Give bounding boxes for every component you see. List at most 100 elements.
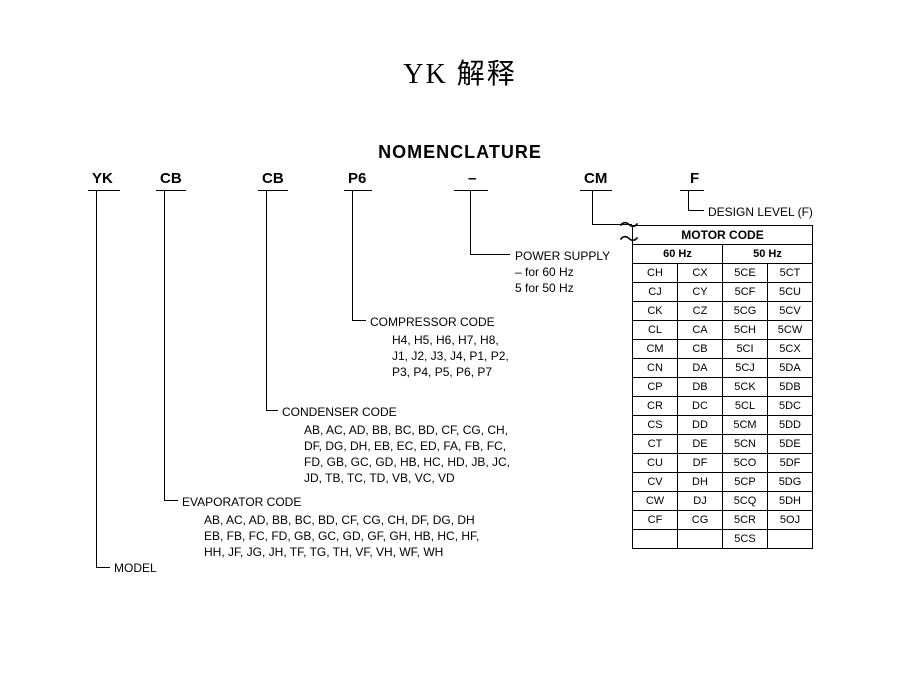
motor-cell (768, 530, 813, 549)
motor-cell: CA (678, 321, 723, 340)
code-drop-compressor (352, 190, 354, 320)
motor-cell: 5DB (768, 378, 813, 397)
model-label: MODEL (114, 560, 157, 576)
evaporator-label: EVAPORATOR CODE (182, 494, 301, 510)
motor-cell: CX (678, 264, 723, 283)
motor-cell: CT (633, 435, 678, 454)
nomenclature-title: NOMENCLATURE (0, 142, 920, 163)
table-row: CTDE5CN5DE (633, 435, 813, 454)
motor-cell: CK (633, 302, 678, 321)
motor-code-title: MOTOR CODE (632, 225, 813, 244)
compressor-label: COMPRESSOR CODE (370, 314, 495, 330)
motor-cell: 5CE (723, 264, 768, 283)
compressor-line: J1, J2, J3, J4, P1, P2, (392, 349, 509, 363)
code-underline-condenser (258, 190, 288, 192)
motor-cell: DF (678, 454, 723, 473)
table-row: CHCX5CE5CT (633, 264, 813, 283)
condenser-line: DF, DG, DH, EB, EC, ED, FA, FB, FC, (304, 439, 506, 453)
condenser-body: AB, AC, AD, BB, BC, BD, CF, CG, CH, DF, … (304, 422, 510, 486)
compressor-body: H4, H5, H6, H7, H8, J1, J2, J3, J4, P1, … (392, 332, 509, 380)
motor-cell: DA (678, 359, 723, 378)
code-underline-evaporator (156, 190, 186, 192)
motor-cell (678, 530, 723, 549)
motor-cell: CU (633, 454, 678, 473)
motor-cell: 5CS (723, 530, 768, 549)
motor-code-section: MOTOR CODE 60 Hz 50 Hz CHCX5CE5CTCJCY5CF… (632, 225, 813, 549)
motor-cell: 5CW (768, 321, 813, 340)
motor-cell: 5CO (723, 454, 768, 473)
evaporator-body: AB, AC, AD, BB, BC, BD, CF, CG, CH, DF, … (204, 512, 479, 560)
motor-cell: DB (678, 378, 723, 397)
evaporator-line: AB, AC, AD, BB, BC, BD, CF, CG, CH, DF, … (204, 513, 475, 527)
code-motor: CM (584, 170, 607, 187)
motor-cell: 5CQ (723, 492, 768, 511)
motor-cell: DD (678, 416, 723, 435)
motor-header-60hz: 60 Hz (633, 245, 723, 264)
code-underline-compressor (344, 190, 372, 192)
motor-cell: CJ (633, 283, 678, 302)
power-hline (470, 254, 510, 256)
table-row: CVDH5CP5DG (633, 473, 813, 492)
code-power: – (468, 170, 476, 187)
power-supply-block: POWER SUPPLY – for 60 Hz 5 for 50 Hz (515, 248, 610, 296)
motor-cell: 5CL (723, 397, 768, 416)
motor-cell: DE (678, 435, 723, 454)
code-design: F (690, 170, 699, 187)
slide: YK 解释 NOMENCLATURE YKCBCBP6–CMF DESIGN L… (0, 0, 920, 690)
code-drop-model (96, 190, 98, 567)
compressor-line: H4, H5, H6, H7, H8, (392, 333, 499, 347)
code-drop-design (688, 190, 690, 210)
table-row: CJCY5CF5CU (633, 283, 813, 302)
power-supply-line: – for 60 Hz (515, 265, 574, 279)
code-compressor: P6 (348, 170, 366, 187)
condenser-line: FD, GB, GC, GD, HB, HC, HD, JB, JC, (304, 455, 510, 469)
table-row: CMCB5CI5CX (633, 340, 813, 359)
table-row: CUDF5CO5DF (633, 454, 813, 473)
motor-header-50hz: 50 Hz (723, 245, 813, 264)
motor-cell: 5CM (723, 416, 768, 435)
motor-cell: 5DA (768, 359, 813, 378)
code-drop-power (470, 190, 472, 254)
motor-cell: 5DH (768, 492, 813, 511)
code-drop-motor (592, 190, 594, 224)
condenser-line: JD, TB, TC, TD, VB, VC, VD (304, 471, 455, 485)
motor-cell: 5CN (723, 435, 768, 454)
table-row: CRDC5CL5DC (633, 397, 813, 416)
motor-cell: CY (678, 283, 723, 302)
table-row: 5CS (633, 530, 813, 549)
motor-cell: DC (678, 397, 723, 416)
motor-cell (633, 530, 678, 549)
motor-cell: CP (633, 378, 678, 397)
motor-cell: 5CT (768, 264, 813, 283)
motor-cell: 5CV (768, 302, 813, 321)
table-row: CNDA5CJ5DA (633, 359, 813, 378)
motor-cell: CR (633, 397, 678, 416)
motor-cell: 5DD (768, 416, 813, 435)
motor-cell: CZ (678, 302, 723, 321)
code-model: YK (92, 170, 113, 187)
motor-cell: 5CX (768, 340, 813, 359)
evaporator-hline (164, 500, 178, 502)
motor-cell: DJ (678, 492, 723, 511)
motor-cell: CV (633, 473, 678, 492)
table-row: CLCA5CH5CW (633, 321, 813, 340)
table-row: CPDB5CK5DB (633, 378, 813, 397)
motor-cell: CG (678, 511, 723, 530)
motor-cell: 5DC (768, 397, 813, 416)
table-row: CFCG5CR5OJ (633, 511, 813, 530)
compressor-hline (352, 320, 366, 322)
code-underline-model (88, 190, 120, 192)
evaporator-line: EB, FB, FC, FD, GB, GC, GD, GF, GH, HB, … (204, 529, 479, 543)
motor-cell: CF (633, 511, 678, 530)
table-row: CWDJ5CQ5DH (633, 492, 813, 511)
evaporator-line: HH, JF, JG, JH, TF, TG, TH, VF, VH, WF, … (204, 545, 443, 559)
motor-cell: 5CI (723, 340, 768, 359)
motor-cell: CL (633, 321, 678, 340)
motor-cell: 5CG (723, 302, 768, 321)
table-row: CKCZ5CG5CV (633, 302, 813, 321)
code-condenser: CB (262, 170, 284, 187)
motor-cell: CM (633, 340, 678, 359)
motor-hline (592, 224, 632, 226)
motor-cell: 5CJ (723, 359, 768, 378)
power-supply-line: 5 for 50 Hz (515, 281, 574, 295)
